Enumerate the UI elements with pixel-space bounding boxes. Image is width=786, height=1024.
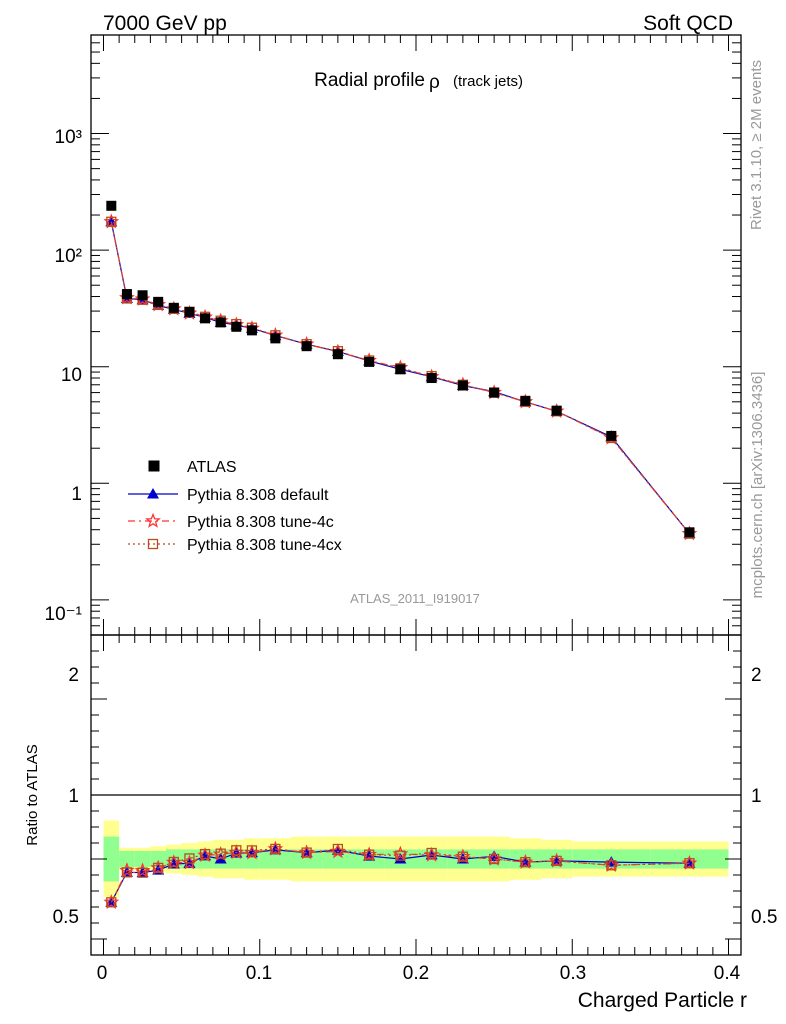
series-line-default (110, 221, 690, 535)
ratio-y-tick-label-right: 1 (751, 786, 762, 807)
legend-marker-default (147, 488, 159, 499)
title-suffix: (track jets) (453, 73, 523, 90)
main-y-tick-labels: 10⁻¹ 1 10 10² 10³ (45, 127, 83, 625)
ratio-point-tune4cx (106, 897, 117, 908)
ratio-point-tune4cx (231, 845, 242, 856)
band-inner-bin (322, 849, 354, 869)
ratio-point-tune4cx (457, 851, 469, 862)
title-main: Radial profile (314, 70, 425, 91)
title-symbol: ρ (429, 72, 440, 93)
atlas-data-point (520, 395, 531, 406)
atlas-data-point (137, 290, 148, 301)
atlas-data-point (551, 405, 562, 416)
atlas-data-point (301, 341, 312, 352)
ratio-y-tick-label: 1 (68, 786, 79, 807)
ratio-point-tune4cx (684, 858, 695, 869)
legend-label-tune4c: Pythia 8.308 tune-4c (187, 514, 334, 531)
ratio-y-axis-label: Ratio to ATLAS (24, 744, 41, 845)
atlas-data-point (457, 380, 468, 391)
band-inner-bin (291, 849, 323, 869)
ratio-point-tune4cx (246, 845, 258, 856)
ratio-point-tune4cx (121, 867, 133, 878)
band-inner-bin (119, 851, 135, 867)
ratio-point-default (394, 853, 407, 864)
ratio-y-tick-label-right: 2 (751, 665, 762, 686)
atlas-data-point (606, 430, 617, 441)
ratio-point-tune4cx (363, 849, 375, 860)
x-tick-label: 0.3 (560, 963, 586, 984)
axes (91, 34, 741, 956)
legend-marker-tune4c (145, 512, 161, 528)
energy-label: 7000 GeV pp (103, 12, 227, 35)
y-tick-label: 1 (71, 484, 82, 505)
y-tick-label: 10³ (55, 127, 82, 148)
atlas-data-point (106, 200, 117, 211)
ratio-point-tune4cx (551, 855, 562, 867)
ratio-y-tick-label: 0.5 (53, 907, 79, 928)
atlas-data-point (364, 356, 375, 367)
main-plot-series (103, 200, 698, 541)
ratio-point-tune4cx (199, 848, 211, 860)
atlas-data-point (395, 364, 406, 375)
ratio-y-tick-label: 2 (68, 665, 79, 686)
atlas-data-point (215, 317, 226, 328)
ratio-point-tune4cx (215, 848, 226, 859)
atlas-data-point (270, 333, 281, 344)
y-tick-label: 10⁻¹ (45, 604, 83, 625)
ratio-plot-frame (90, 634, 742, 956)
ratio-point-tune4cx (395, 850, 406, 861)
ratio-point-tune4cx (332, 843, 344, 855)
band-inner-bin (134, 851, 151, 867)
ratio-point-tune4cx (137, 867, 148, 878)
y-tick-label: 10² (55, 246, 82, 267)
band-inner-bin (103, 836, 120, 882)
atlas-data-point (231, 321, 242, 332)
analysis-watermark: ATLAS_2011_I919017 (350, 591, 480, 606)
atlas-data-point (246, 325, 257, 336)
ratio-point-tune4cx (606, 860, 617, 871)
y-tick-label: 10 (61, 365, 82, 386)
legend-marker-atlas (148, 460, 160, 472)
atlas-data-point (684, 527, 695, 538)
atlas-data-point (332, 349, 343, 360)
atlas-data-point (184, 306, 195, 317)
atlas-data-point (153, 296, 164, 307)
rivet-label: Rivet 3.1.10, ≥ 2M events (748, 60, 765, 230)
atlas-data-point (168, 302, 179, 313)
ratio-plot-series (103, 840, 698, 910)
ratio-y-tick-labels: 0.5 1 2 0.5 1 2 (53, 665, 778, 928)
x-tick-label: 0 (97, 963, 108, 984)
legend-marker-tune4cx (147, 538, 159, 550)
atlas-data-point (121, 289, 132, 300)
ratio-point-tune4cx (168, 856, 179, 868)
atlas-data-point (200, 313, 211, 324)
x-tick-labels: 0 0.1 0.2 0.3 0.4 (97, 963, 741, 984)
ratio-point-tune4cx (153, 862, 164, 874)
mcplots-label: mcplots.cern.ch [arXiv:1306.3436] (749, 372, 766, 599)
ratio-line-tune4cx (110, 848, 690, 903)
ratio-point-tune4cx (301, 847, 312, 858)
x-axis-label: Charged Particle r (578, 989, 747, 1012)
legend-label-tune4cx: Pythia 8.308 tune-4cx (187, 537, 342, 554)
legend-label-atlas: ATLAS (187, 459, 237, 476)
ratio-point-tune4cx (270, 843, 281, 855)
band-inner-bin (259, 849, 291, 869)
legend: ATLAS Pythia 8.308 default Pythia 8.308 … (128, 459, 342, 554)
ratio-point-tune4cx (426, 847, 437, 859)
series-point-tune4cx (106, 216, 117, 227)
x-tick-label: 0.4 (714, 963, 741, 984)
x-tick-label: 0.2 (403, 963, 429, 984)
legend-label-default: Pythia 8.308 default (187, 487, 329, 504)
process-label: Soft QCD (643, 12, 733, 35)
atlas-data-point (489, 387, 500, 398)
x-tick-label: 0.1 (246, 963, 272, 984)
ratio-point-tune4cx (520, 856, 531, 868)
atlas-data-point (426, 373, 437, 384)
ratio-y-tick-label-right: 0.5 (751, 907, 777, 928)
ratio-point-tune4cx (488, 853, 500, 865)
chart-title: Radial profile ρ (track jets) (314, 70, 523, 93)
ratio-point-tune4cx (184, 853, 195, 864)
